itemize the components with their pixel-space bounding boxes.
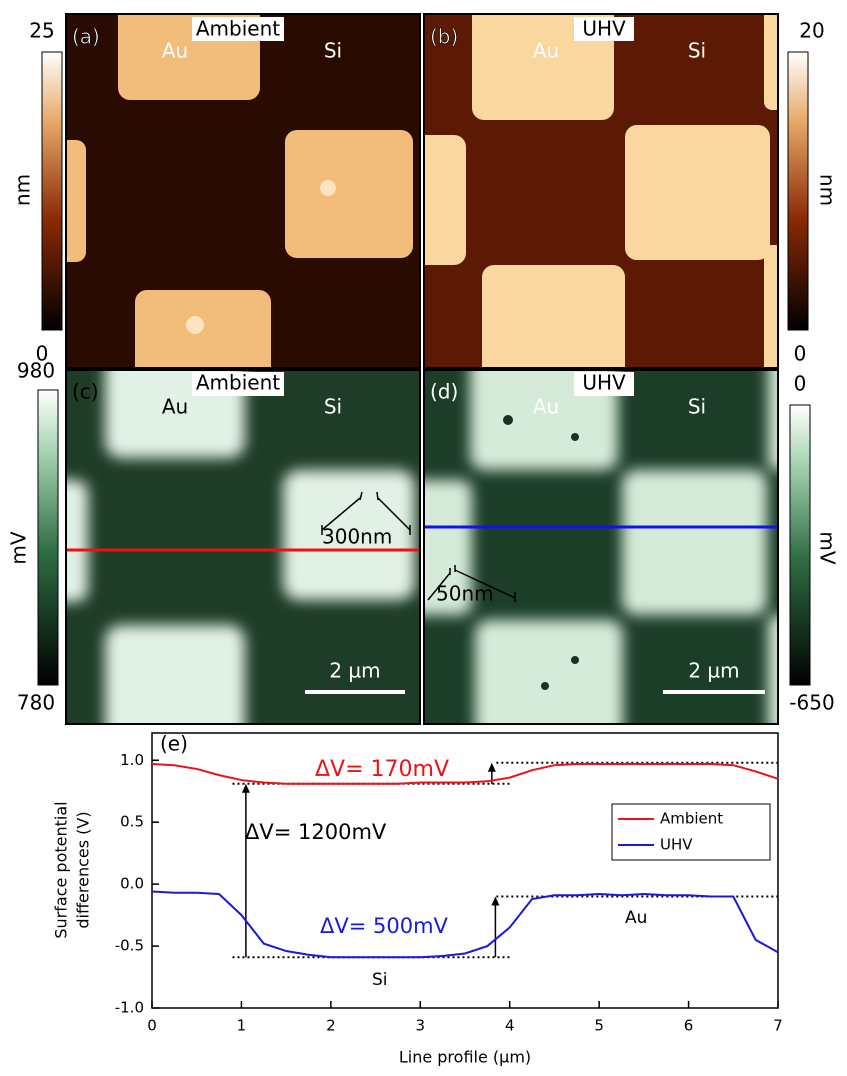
colorbar-min: 0 [794, 342, 807, 366]
annotation: ΔV= 1200mV [245, 820, 387, 844]
y-axis-label: differences (V) [74, 811, 93, 928]
annotation: Si [372, 970, 388, 990]
colorbar-max: 25 [29, 19, 54, 43]
x-tick-label: 4 [505, 1017, 515, 1035]
annotation: 50nm [436, 582, 494, 606]
annotation: 300nm [322, 525, 392, 549]
y-tick-label: -1.0 [115, 999, 144, 1017]
line-chart: (e) Line profile (µm) Surface potential … [52, 732, 783, 1067]
y-tick-label: 0.5 [120, 813, 144, 831]
region-label: Si [324, 39, 342, 63]
region-label: Au [533, 39, 559, 63]
region-label: Si [688, 395, 706, 419]
condition: Ambient [196, 371, 280, 395]
condition: Ambient [196, 17, 280, 41]
region-label: Si [324, 395, 342, 419]
colorbar-max: 20 [799, 19, 824, 43]
x-tick-label: 0 [147, 1017, 157, 1035]
colorbar-min: 780 [17, 691, 55, 715]
region-label: Au [533, 395, 559, 419]
colorbar-unit: mV [816, 531, 840, 564]
panel-label: (a) [72, 25, 100, 49]
y-axis-label: Surface potential [52, 801, 71, 938]
colorbar-unit: nm [11, 174, 35, 206]
y-tick-label: -0.5 [115, 937, 144, 955]
panel-label: (b) [430, 25, 458, 49]
region-label: Au [162, 395, 188, 419]
condition: UHV [582, 371, 626, 395]
colorbar [788, 52, 808, 330]
arrow-head [491, 897, 499, 906]
region-label: Si [688, 39, 706, 63]
colorbar [38, 390, 58, 685]
x-tick-label: 2 [326, 1017, 336, 1035]
region-label: Au [162, 39, 188, 63]
x-tick-label: 3 [416, 1017, 426, 1035]
x-tick-label: 1 [237, 1017, 247, 1035]
colorbar-max: 980 [17, 359, 55, 383]
annotation: Au [625, 908, 647, 928]
colorbar-unit: mV [7, 531, 31, 564]
scale-bar-label: 2 µm [688, 659, 739, 683]
colorbar-min: -650 [789, 691, 834, 715]
panel-a [40, 0, 420, 400]
x-tick-label: 5 [594, 1017, 604, 1035]
colorbar [790, 405, 810, 685]
scale-bar-label: 2 µm [329, 659, 380, 683]
x-tick-label: 7 [773, 1017, 783, 1035]
legend-label: Ambient [660, 810, 723, 828]
colorbar-max: 0 [794, 372, 807, 396]
colorbar [42, 52, 62, 330]
panel-label: (c) [72, 380, 99, 404]
figure: (a) Ambient Au Si (b) UHV Au Si 300nm 2 … [0, 0, 847, 1076]
condition: UHV [582, 17, 626, 41]
legend-label: UHV [660, 836, 693, 854]
x-axis-label: Line profile (µm) [399, 1048, 531, 1067]
arrow-head [488, 763, 496, 772]
panel-label: (d) [430, 380, 458, 404]
annotation: ΔV= 170mV [315, 757, 449, 782]
y-tick-label: 0.0 [120, 875, 144, 893]
panel-b [400, 0, 794, 385]
panel-label: (e) [160, 732, 188, 756]
line-series [152, 764, 778, 784]
x-tick-label: 6 [684, 1017, 694, 1035]
arrow-head [242, 784, 250, 793]
annotation: ΔV= 500mV [320, 914, 449, 938]
y-tick-label: 1.0 [120, 751, 144, 769]
colorbar-unit: nm [816, 174, 840, 206]
